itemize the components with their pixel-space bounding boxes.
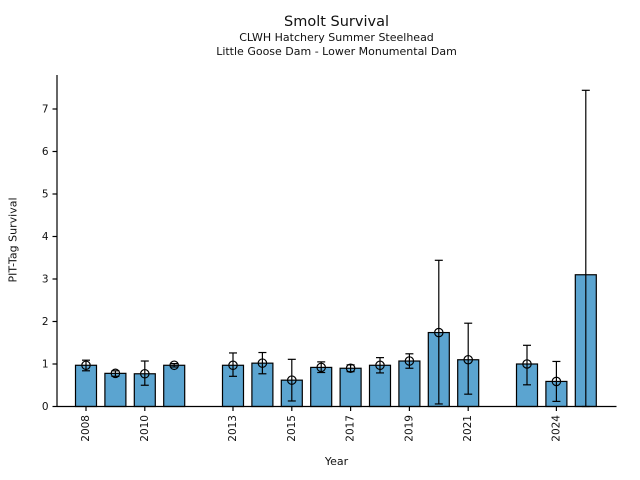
x-tick-label: 2021 (462, 415, 474, 442)
point-marker-2013 (228, 360, 238, 371)
x-tick-label: 2008 (80, 415, 92, 442)
point-marker-2016 (316, 362, 326, 373)
y-tick-label: 2 (42, 316, 49, 328)
y-tick-label: 4 (42, 231, 49, 243)
y-tick-label: 7 (42, 104, 49, 116)
point-marker-2008 (81, 360, 91, 371)
point-marker-2021 (463, 354, 473, 365)
bar-2017 (339, 367, 362, 408)
x-axis-label: Year (324, 455, 349, 468)
point-marker-2011 (169, 360, 179, 371)
bar-2016 (310, 366, 333, 408)
y-tick-label: 5 (42, 189, 49, 201)
point-marker-2009 (110, 368, 121, 379)
x-tick-label: 2024 (550, 415, 562, 442)
point-marker-2020 (433, 327, 444, 338)
bar-2011 (163, 364, 186, 408)
point-marker-2024 (551, 376, 562, 387)
x-tick-label: 2010 (139, 415, 151, 442)
x-tick-label: 2017 (345, 415, 357, 442)
point-marker-2023 (522, 359, 532, 369)
y-tick-label: 3 (42, 274, 49, 286)
point-marker-2018 (375, 360, 385, 371)
y-tick-label: 6 (42, 146, 49, 158)
bar-2009 (104, 372, 127, 408)
x-tick-label: 2019 (403, 415, 415, 442)
y-tick-label: 0 (42, 401, 49, 413)
bar-2008 (74, 364, 98, 408)
point-marker-2010 (140, 368, 150, 379)
point-marker-2017 (345, 363, 356, 374)
x-tick-label: 2015 (286, 415, 298, 442)
point-marker-2019 (404, 356, 415, 366)
point-marker-2015 (286, 375, 297, 385)
point-marker-2014 (257, 358, 268, 368)
y-tick-label: 1 (42, 359, 49, 371)
x-tick-label: 2013 (227, 415, 239, 442)
